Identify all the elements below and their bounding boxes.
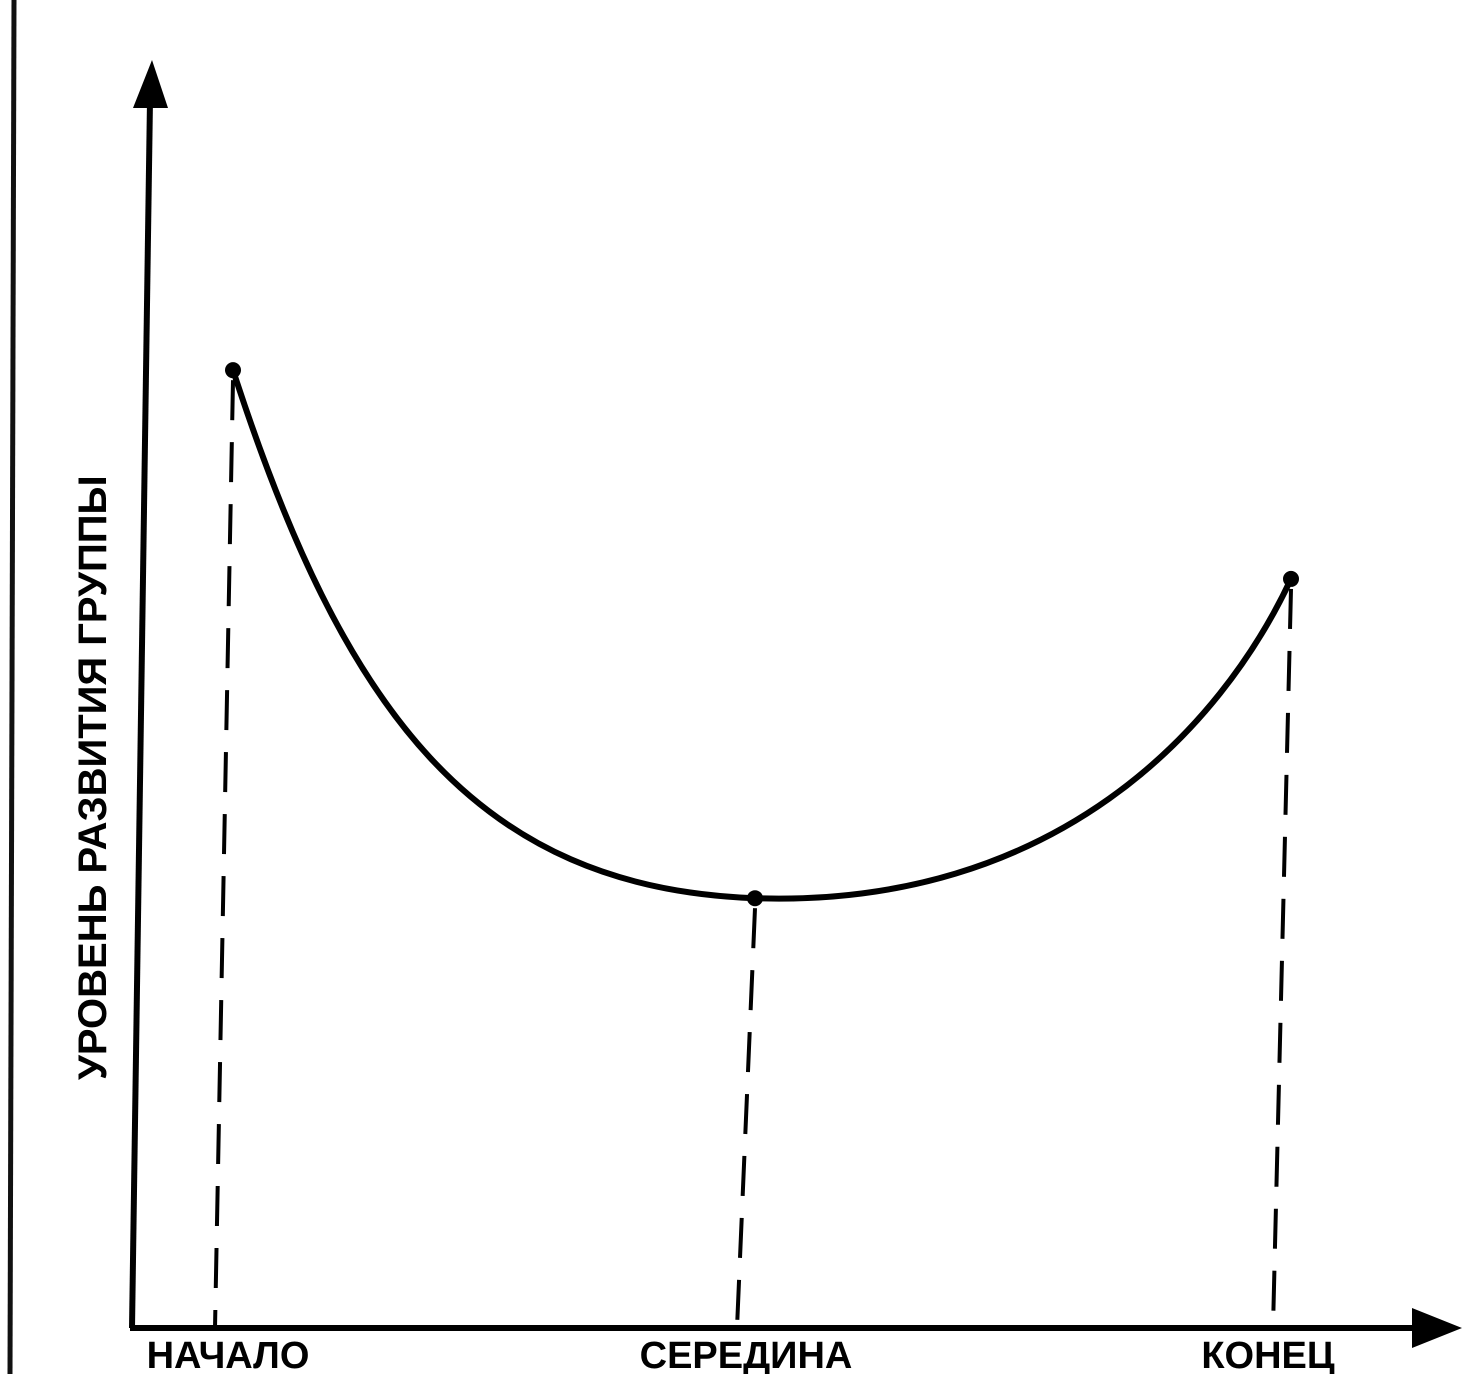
guide-line-start (213, 380, 235, 1329)
data-point-end (1283, 570, 1299, 587)
x-tick-label-middle: СЕРЕДИНА (640, 1335, 853, 1374)
x-axis-arrow (1412, 1308, 1462, 1348)
y-axis-title: УРОВЕНЬ РАЗВИТИЯ ГРУППЫ (71, 475, 115, 1080)
series-line (230, 367, 1294, 902)
data-point-start (225, 362, 241, 379)
x-tick-label-start: НАЧАЛО (147, 1335, 310, 1374)
x-tick-label-end: КОНЕЦ (1201, 1335, 1335, 1374)
guide-line-middle (735, 908, 757, 1329)
y-axis-arrow (133, 60, 168, 108)
page-edge (7, 0, 17, 1374)
data-point-middle (747, 890, 763, 907)
guide-line-end (1271, 588, 1293, 1329)
y-axis (129, 99, 153, 1329)
